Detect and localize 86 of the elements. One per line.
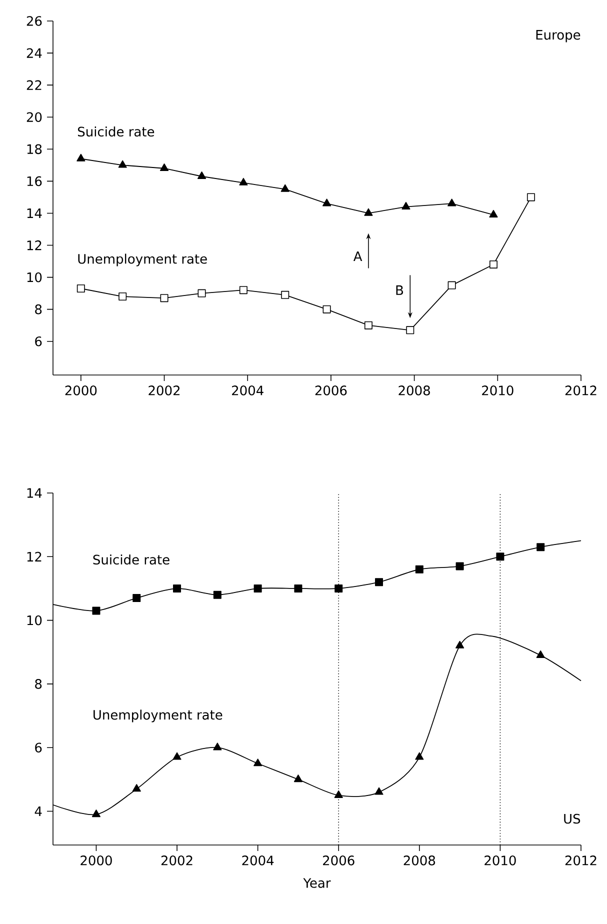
series-label: Unemployment rate [94,710,222,722]
point [456,640,464,648]
x-tick-label: 2004 [242,856,274,866]
point [322,305,331,314]
text: US [564,814,580,824]
y-tick-label: 10 [27,615,42,626]
point [239,178,248,186]
x-tick-label: 2010 [484,856,516,866]
point [213,742,222,750]
point [160,294,168,302]
x-tick-label: 2012 [565,856,596,866]
y-tick-label: 24 [26,48,42,58]
series-label: Suicide rate [93,554,170,565]
point [374,787,384,795]
point [118,160,127,168]
y-tick-label: 14 [27,208,42,218]
y-tick-label: 16 [27,176,42,186]
series-label: Suicide rate [78,126,154,137]
point [489,260,498,268]
y-tick-label: 12 [27,240,42,250]
point [406,326,414,334]
point [334,790,343,798]
point [132,594,141,602]
text: Europe [536,30,580,42]
point [322,198,332,206]
point [456,562,464,570]
y-tick-label: 10 [27,272,42,282]
y-tick-label: 8 [35,679,42,689]
x-tick-label: 2010 [482,386,514,396]
point [160,163,169,172]
x-axis-title: Year [303,878,331,888]
y-tick-label: 18 [27,144,42,154]
y-tick-label: 6 [35,742,42,753]
x-tick-label: 2004 [232,386,264,396]
point [173,584,182,592]
point [489,210,498,218]
point [402,202,410,210]
y-tick-label: 20 [26,112,42,122]
point [198,289,206,298]
x-tick-label: 2008 [398,386,430,396]
point [197,171,206,180]
point [92,606,100,615]
x-tick-label: 2002 [161,856,192,866]
y-tick-label: 4 [34,806,42,816]
point [334,584,343,592]
x-tick-label: 2006 [315,386,347,396]
y-tick-label: 6 [35,336,42,346]
point [213,590,222,599]
point [280,184,290,192]
x-tick-label: 2012 [565,386,596,396]
x-tick-label: 2006 [323,856,354,866]
point [526,193,535,202]
x-tick-label: 2008 [404,856,436,866]
annotation: B [396,285,404,295]
point [448,281,456,290]
annotation: A [353,251,362,261]
point [254,584,262,592]
point [92,810,101,818]
y-tick-label: 8 [35,304,42,314]
x-tick-label: 2000 [80,856,112,866]
y-tick-label: 12 [27,552,42,562]
point [118,292,127,301]
y-tick-label: 26 [26,16,42,26]
y-tick-label: 14 [27,488,42,498]
y-tick-label: 22 [26,80,42,90]
x-tick-label: 2000 [65,386,97,396]
point [294,584,302,592]
point [536,650,545,658]
point [76,284,85,292]
point [172,752,182,760]
point [536,543,545,552]
point [294,774,303,782]
point [239,286,248,294]
point [364,208,373,216]
point [415,752,424,760]
point [132,784,141,792]
point [448,198,456,206]
series-label: Unemployment rate [78,254,207,266]
point [254,758,262,766]
point [375,578,384,586]
point [281,290,290,299]
point [364,321,372,330]
x-tick-label: 2002 [148,386,180,396]
point [496,552,504,561]
point [415,565,424,574]
point [76,154,86,162]
